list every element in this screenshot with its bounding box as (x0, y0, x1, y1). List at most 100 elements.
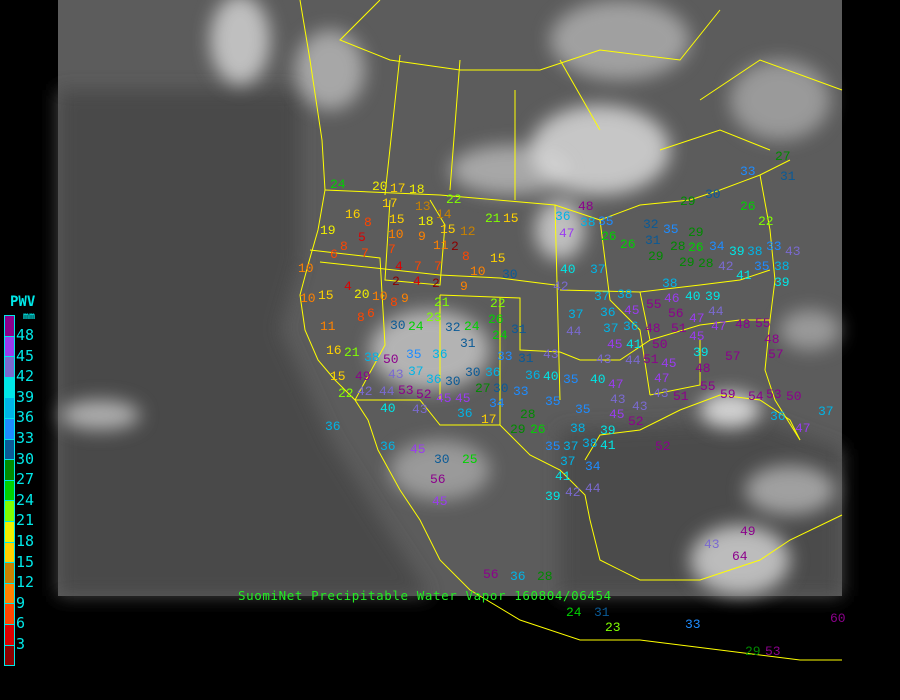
station-pwv-label: 40 (685, 289, 701, 304)
station-pwv-label: 52 (416, 387, 432, 402)
station-pwv-label: 35 (754, 259, 770, 274)
color-swatch (5, 418, 14, 440)
station-pwv-label: 15 (440, 222, 456, 237)
color-swatch (5, 521, 14, 543)
station-pwv-label: 30 (445, 374, 461, 389)
station-pwv-label: 15 (330, 369, 346, 384)
station-pwv-label: 31 (511, 322, 527, 337)
color-swatch (5, 624, 14, 646)
legend-title: PWV (10, 294, 36, 310)
station-pwv-label: 52 (655, 439, 671, 454)
station-pwv-label: 48 (735, 317, 751, 332)
station-pwv-label: 35 (575, 402, 591, 417)
station-pwv-label: 8 (462, 249, 470, 264)
legend-tick-label: 6 (16, 614, 26, 633)
station-pwv-label: 38 (570, 421, 586, 436)
station-pwv-label: 26 (601, 229, 617, 244)
station-pwv-label: 40 (543, 369, 559, 384)
station-pwv-label: 30 (705, 187, 721, 202)
legend-tick-label: 30 (16, 449, 35, 468)
station-pwv-label: 42 (553, 279, 569, 294)
station-pwv-label: 18 (409, 182, 425, 197)
station-pwv-label: 4 (344, 279, 352, 294)
station-pwv-label: 40 (560, 262, 576, 277)
station-pwv-label: 43 (653, 386, 669, 401)
station-pwv-label: 36 (380, 439, 396, 454)
station-pwv-label: 35 (406, 347, 422, 362)
station-pwv-label: 38 (662, 276, 678, 291)
station-pwv-label: 45 (436, 391, 452, 406)
station-pwv-label: 31 (460, 336, 476, 351)
station-pwv-label: 35 (545, 439, 561, 454)
station-pwv-label: 15 (389, 212, 405, 227)
station-pwv-label: 45 (455, 391, 471, 406)
station-pwv-label: 29 (745, 644, 761, 659)
station-pwv-label: 55 (646, 297, 662, 312)
legend-tick-label: 39 (16, 387, 35, 406)
station-pwv-label: 36 (426, 372, 442, 387)
station-pwv-label: 26 (530, 422, 546, 437)
station-pwv-label: 40 (380, 401, 396, 416)
station-pwv-label: 36 (555, 209, 571, 224)
station-pwv-label: 33 (740, 164, 756, 179)
station-pwv-label: 36 (432, 347, 448, 362)
station-pwv-label: 47 (559, 226, 575, 241)
station-pwv-label: 35 (598, 214, 614, 229)
station-pwv-label: 22 (338, 386, 354, 401)
station-pwv-label: 13 (415, 199, 431, 214)
station-pwv-label: 29 (688, 225, 704, 240)
station-pwv-label: 55 (755, 316, 771, 331)
station-pwv-label: 15 (490, 251, 506, 266)
station-pwv-label: 43 (632, 399, 648, 414)
station-pwv-label: 21 (344, 345, 360, 360)
station-pwv-label: 33 (497, 349, 513, 364)
station-pwv-label: 42 (357, 384, 373, 399)
station-pwv-label: 19 (320, 223, 336, 238)
station-pwv-label: 29 (680, 194, 696, 209)
station-pwv-label: 6 (330, 247, 338, 262)
station-pwv-label: 43 (704, 537, 720, 552)
station-pwv-label: 7 (388, 242, 396, 257)
station-pwv-label: 36 (457, 406, 473, 421)
legend-tick-label: 12 (16, 573, 35, 592)
station-pwv-label: 12 (460, 224, 476, 239)
station-pwv-label: 37 (590, 262, 606, 277)
station-pwv-label: 45 (661, 356, 677, 371)
station-pwv-label: 57 (768, 347, 784, 362)
station-pwv-label: 50 (786, 389, 802, 404)
station-pwv-label: 27 (475, 381, 491, 396)
station-pwv-label: 24 (492, 328, 508, 343)
station-pwv-label: 35 (563, 372, 579, 387)
station-pwv-label: 52 (628, 414, 644, 429)
color-swatch (5, 501, 14, 522)
station-pwv-label: 36 (525, 368, 541, 383)
station-pwv-label: 4 (413, 274, 421, 289)
map-caption: SuomiNet Precipitable Water Vapor 160804… (238, 588, 612, 603)
station-pwv-label: 4 (395, 259, 403, 274)
station-pwv-label: 7 (434, 259, 442, 274)
station-pwv-label: 26 (688, 240, 704, 255)
station-pwv-label: 37 (568, 307, 584, 322)
station-pwv-label: 10 (372, 289, 388, 304)
station-pwv-label: 32 (445, 320, 461, 335)
station-pwv-label: 16 (326, 343, 342, 358)
station-pwv-label: 30 (390, 318, 406, 333)
station-pwv-label: 39 (545, 489, 561, 504)
station-pwv-label: 45 (609, 407, 625, 422)
station-pwv-label: 47 (689, 311, 705, 326)
color-swatch (5, 460, 14, 481)
legend-tick-label: 9 (16, 593, 26, 612)
station-pwv-label: 10 (298, 261, 314, 276)
station-pwv-label: 45 (607, 337, 623, 352)
station-pwv-label: 45 (432, 494, 448, 509)
color-swatch (5, 542, 14, 564)
station-pwv-label: 47 (711, 319, 727, 334)
station-pwv-label: 37 (818, 404, 834, 419)
station-pwv-label: 31 (594, 605, 610, 620)
station-pwv-label: 22 (490, 296, 506, 311)
station-pwv-label: 37 (603, 321, 619, 336)
station-pwv-label: 30 (434, 452, 450, 467)
station-pwv-label: 41 (600, 438, 616, 453)
station-pwv-label: 37 (408, 364, 424, 379)
